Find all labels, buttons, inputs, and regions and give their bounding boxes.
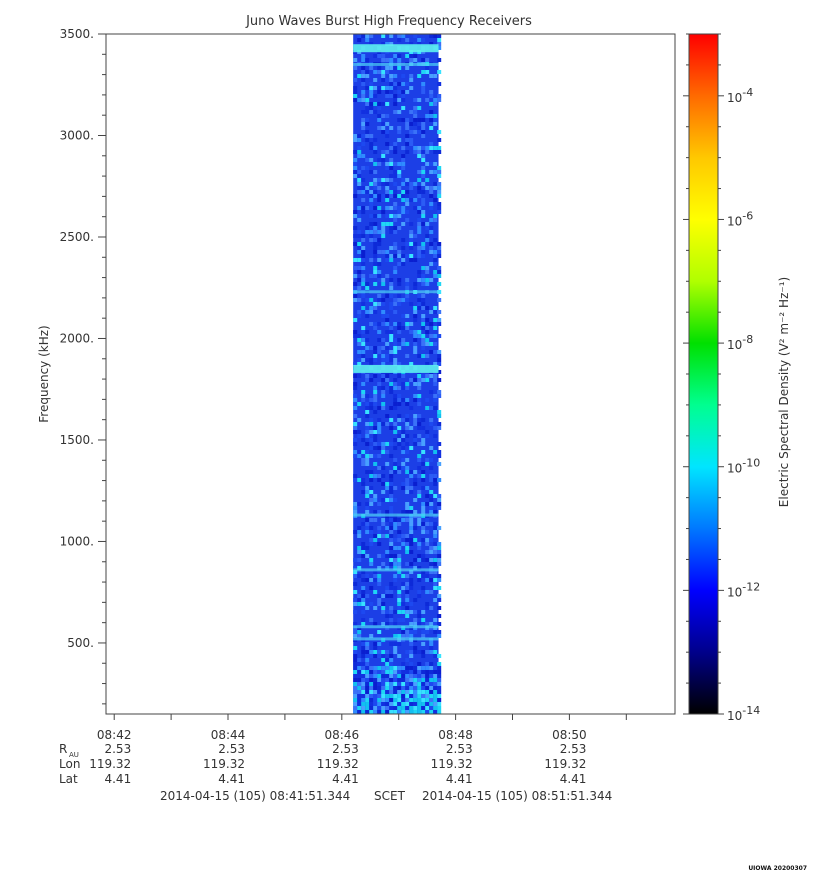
x-tick-label: 08:42 [97, 728, 132, 742]
ephemeris-value: 4.41 [446, 772, 473, 786]
ephemeris-value: 119.32 [431, 757, 473, 771]
ephemeris-value: 4.41 [218, 772, 245, 786]
colorbar-tick-label: 10-6 [727, 209, 753, 228]
emission-band [353, 513, 439, 517]
x-tick-label: 08:44 [211, 728, 246, 742]
ephemeris-value: 2.53 [104, 742, 131, 756]
colorbar-tick-label: 10-14 [727, 704, 760, 723]
colorbar-tick-label: 10-12 [727, 580, 760, 599]
emission-band [353, 364, 439, 373]
ephemeris-row-label: R [59, 742, 67, 756]
y-tick-label: 1000. [60, 534, 94, 548]
ephemeris-value: 119.32 [317, 757, 359, 771]
x-tick-label: 08:50 [552, 728, 587, 742]
ephemeris-value: 4.41 [332, 772, 359, 786]
footer-scet-label: SCET [374, 789, 405, 803]
y-tick-label: 1500. [60, 433, 94, 447]
version-stamp: UIOWA 20200307 [748, 865, 807, 872]
y-tick-label: 2500. [60, 230, 94, 244]
footer-start-time: 2014-04-15 (105) 08:41:51.344 [160, 789, 351, 803]
ephemeris-value: 119.32 [544, 757, 586, 771]
y-tick-label: 3000. [60, 128, 94, 142]
y-tick-label: 500. [67, 636, 94, 650]
ephemeris-value: 2.53 [218, 742, 245, 756]
emission-band [353, 568, 439, 572]
emission-band [353, 290, 439, 294]
ephemeris-row-label: Lon [59, 757, 80, 771]
ephemeris-value: 119.32 [89, 757, 131, 771]
ephemeris-value: 2.53 [332, 742, 359, 756]
footer-end-time: 2014-04-15 (105) 08:51:51.344 [422, 789, 613, 803]
emission-band [353, 637, 439, 641]
plot-frame [105, 33, 676, 715]
colorbar [688, 33, 719, 715]
y-axis-label: Frequency (kHz) [37, 325, 51, 422]
ephemeris-row-label: Lat [59, 772, 78, 786]
colorbar-tick-label: 10-10 [727, 457, 760, 476]
emission-band [353, 62, 439, 66]
emission-band [353, 44, 439, 53]
emission-band [353, 625, 439, 629]
colorbar-label: Electric Spectral Density (V² m⁻² Hz⁻¹) [777, 277, 791, 507]
ephemeris-value: 119.32 [203, 757, 245, 771]
colorbar-tick-label: 10-8 [727, 333, 753, 352]
ephemeris-value: 4.41 [104, 772, 131, 786]
spectrogram-data [353, 34, 442, 714]
y-tick-label: 3500. [60, 27, 94, 41]
colorbar-tick-label: 10-4 [727, 86, 753, 105]
ephemeris-value: 4.41 [560, 772, 587, 786]
ephemeris-value: 2.53 [560, 742, 587, 756]
ephemeris-value: 2.53 [446, 742, 473, 756]
x-tick-label: 08:48 [438, 728, 473, 742]
x-tick-label: 08:46 [325, 728, 360, 742]
ephemeris-row-sublabel: AU [69, 751, 79, 759]
chart-title: Juno Waves Burst High Frequency Receiver… [245, 14, 532, 29]
y-tick-label: 2000. [60, 331, 94, 345]
